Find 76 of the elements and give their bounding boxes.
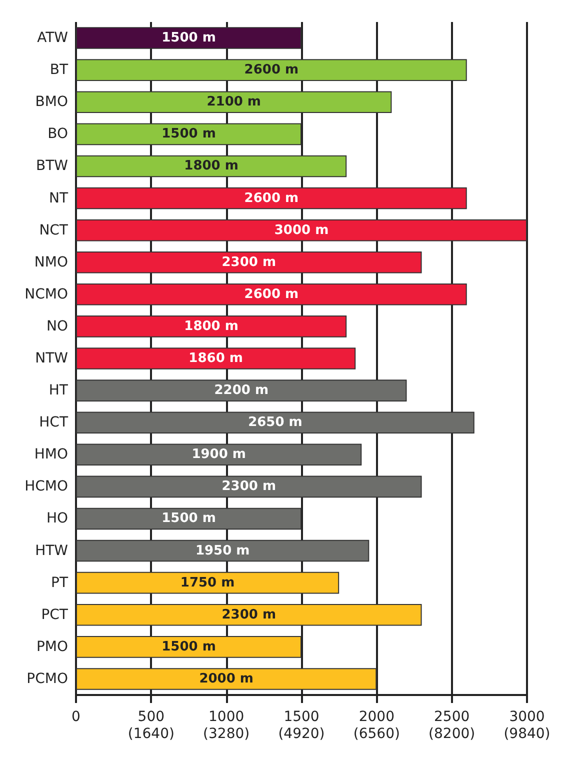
bar [76, 508, 302, 530]
data-label: 2600 m [244, 62, 299, 78]
x2-tick-label: (4920) [278, 726, 325, 742]
bar [76, 636, 302, 658]
bar [76, 155, 347, 178]
bar [76, 123, 302, 146]
data-label: 1800 m [184, 318, 238, 334]
y-tick-label: BO [48, 126, 68, 142]
y-tick-label: NT [48, 190, 68, 206]
bar [76, 444, 362, 466]
bar [76, 380, 407, 402]
data-label: 2600 m [244, 190, 299, 206]
data-label: 2600 m [244, 286, 299, 302]
x-tick-label: 2500 [434, 709, 470, 725]
x2-tick-label: (6560) [353, 726, 400, 742]
bar [76, 572, 340, 594]
data-label: 2650 m [248, 415, 302, 430]
x-tick-label: 0 [72, 709, 80, 725]
data-label: 1500 m [162, 30, 216, 46]
data-label: 2200 m [214, 383, 268, 398]
y-tick-label: HTW [35, 542, 68, 559]
data-label: 2000 m [199, 671, 254, 686]
bar [76, 668, 377, 690]
x2-tick-label: (9840) [504, 726, 550, 742]
bar [76, 540, 370, 562]
data-label: 2300 m [222, 479, 276, 494]
data-label: 1750 m [180, 575, 235, 590]
bar [76, 604, 422, 626]
bar [76, 219, 527, 242]
bar [76, 316, 347, 338]
bar [76, 348, 356, 370]
x2-tick-label: (3280) [203, 726, 250, 742]
bar [76, 412, 474, 434]
y-tick-label: PT [51, 574, 68, 591]
y-tick-label: HT [48, 382, 68, 399]
bar [76, 284, 467, 306]
y-tick-label: NMO [34, 254, 68, 270]
bar [76, 27, 302, 49]
y-tick-label: PMO [36, 638, 68, 655]
data-label: 1500 m [162, 639, 216, 654]
y-tick-label: BTW [36, 158, 68, 174]
y-tick-label: BT [50, 62, 68, 78]
y-tick-label: HCT [39, 414, 68, 431]
y-tick-label: BMO [35, 94, 68, 110]
y-tick-label: NCMO [24, 286, 68, 302]
y-tick-label: NO [46, 318, 68, 334]
x2-tick-label: (1640) [128, 726, 174, 742]
data-label: 3000 m [274, 222, 329, 238]
bar [76, 476, 422, 498]
y-tick-label: HCMO [24, 478, 68, 495]
data-label: 1950 m [195, 543, 250, 558]
data-label: 1800 m [184, 158, 238, 174]
data-label: 1900 m [192, 447, 246, 462]
x-tick-label: 500 [138, 709, 165, 725]
y-tick-label: NCT [39, 222, 68, 238]
data-label: 2100 m [206, 94, 261, 110]
data-label: 1500 m [162, 126, 216, 142]
x-tick-label: 2000 [358, 709, 394, 725]
y-tick-label: PCMO [26, 670, 68, 687]
bar [76, 59, 467, 81]
x-tick-label: 3000 [509, 709, 545, 725]
y-tick-label: HO [46, 510, 68, 527]
data-label: 2300 m [222, 254, 276, 270]
x-tick-label: 1000 [208, 709, 244, 725]
y-tick-label: NTW [35, 350, 68, 366]
bar [76, 187, 467, 210]
y-tick-label: PCT [41, 606, 68, 623]
data-label: 1500 m [162, 511, 216, 526]
x-tick-label: 1500 [284, 709, 320, 725]
y-tick-label: HMO [34, 446, 68, 463]
y-tick-label: ATW [37, 30, 68, 46]
data-label: 1860 m [188, 351, 243, 366]
x2-tick-label: (8200) [428, 726, 476, 742]
data-label: 2300 m [222, 607, 276, 622]
bar [76, 251, 422, 274]
bar [76, 91, 392, 114]
